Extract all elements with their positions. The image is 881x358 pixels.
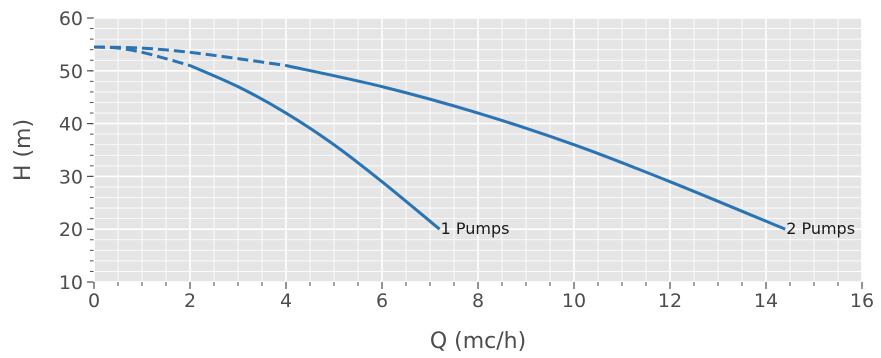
x-tick-label: 2: [184, 290, 196, 312]
series-label: 2 Pumps: [786, 219, 855, 238]
x-tick-label: 12: [658, 290, 682, 312]
y-tick-label: 10: [59, 272, 83, 294]
y-axis-label: H (m): [11, 119, 36, 181]
y-tick-label: 20: [59, 219, 83, 241]
x-tick-label: 6: [376, 290, 388, 312]
x-tick-label: 14: [754, 290, 778, 312]
x-axis-label: Q (mc/h): [430, 329, 526, 354]
y-tick-label: 60: [59, 8, 83, 30]
y-axis: 10 20 30 40 50 60: [59, 8, 94, 294]
series-label: 1 Pumps: [441, 219, 510, 238]
x-tick-label: 10: [562, 290, 586, 312]
x-tick-label: 8: [472, 290, 484, 312]
x-tick-label: 4: [280, 290, 292, 312]
x-tick-label: 16: [850, 290, 874, 312]
x-tick-label: 0: [88, 290, 100, 312]
y-tick-label: 40: [59, 114, 83, 136]
y-tick-label: 50: [59, 61, 83, 83]
x-axis: 0 2 4 6 8 10 12 14 16: [88, 282, 874, 312]
y-tick-label: 30: [59, 166, 83, 188]
